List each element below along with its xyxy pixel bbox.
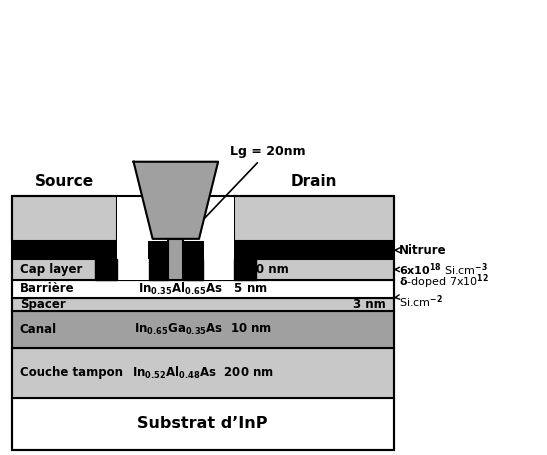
Polygon shape (133, 162, 218, 239)
Bar (203, 196, 234, 259)
Bar (117, 196, 148, 259)
Text: Source: Source (34, 174, 94, 189)
Bar (11, 398, 393, 450)
Bar (168, 239, 183, 280)
Bar (11, 196, 393, 450)
Text: Barrière: Barrière (20, 282, 74, 295)
Text: $\mathbf{\delta}$-doped 7x10$\mathbf{^{12}}$
Si.cm$\mathbf{^{-2}}$: $\mathbf{\delta}$-doped 7x10$\mathbf{^{1… (395, 272, 489, 310)
Text: $\mathbf{6x10^{18}}$ Si.cm$\mathbf{^{-3}}$: $\mathbf{6x10^{18}}$ Si.cm$\mathbf{^{-3}… (395, 261, 488, 278)
Bar (11, 241, 393, 259)
Bar (183, 259, 256, 280)
Text: Drain: Drain (290, 174, 337, 189)
Text: Spacer: Spacer (20, 298, 66, 311)
Text: 3 nm: 3 nm (353, 298, 385, 311)
Text: Nitrure: Nitrure (395, 244, 446, 257)
Text: Couche tampon: Couche tampon (20, 366, 123, 379)
Bar (234, 241, 393, 259)
Polygon shape (149, 259, 168, 280)
Bar (11, 311, 393, 348)
Bar (168, 259, 183, 280)
Bar (11, 348, 393, 398)
Bar (11, 298, 393, 311)
Bar (11, 241, 117, 259)
Text: Substrat d’InP: Substrat d’InP (137, 416, 268, 431)
Polygon shape (95, 259, 117, 280)
Polygon shape (183, 259, 202, 280)
Text: Lg = 20nm: Lg = 20nm (197, 145, 306, 227)
Bar (95, 259, 168, 280)
Text: InGaAs  10 nm: InGaAs 10 nm (193, 263, 289, 276)
Text: $\mathbf{In_{0.52}Al_{0.48}As}$  200 nm: $\mathbf{In_{0.52}Al_{0.48}As}$ 200 nm (132, 364, 274, 381)
Bar (11, 280, 393, 298)
Bar (11, 196, 117, 241)
Text: Cap layer: Cap layer (20, 263, 82, 276)
Text: $\mathbf{In_{0.65}Ga_{0.35}As}$  10 nm: $\mathbf{In_{0.65}Ga_{0.35}As}$ 10 nm (133, 322, 272, 337)
Text: $\mathbf{In_{0.35}Al_{0.65}As}$   5 nm: $\mathbf{In_{0.35}Al_{0.65}As}$ 5 nm (138, 281, 267, 297)
Polygon shape (234, 259, 256, 280)
Bar (234, 196, 393, 241)
Bar (11, 259, 393, 280)
Text: Canal: Canal (20, 323, 57, 336)
